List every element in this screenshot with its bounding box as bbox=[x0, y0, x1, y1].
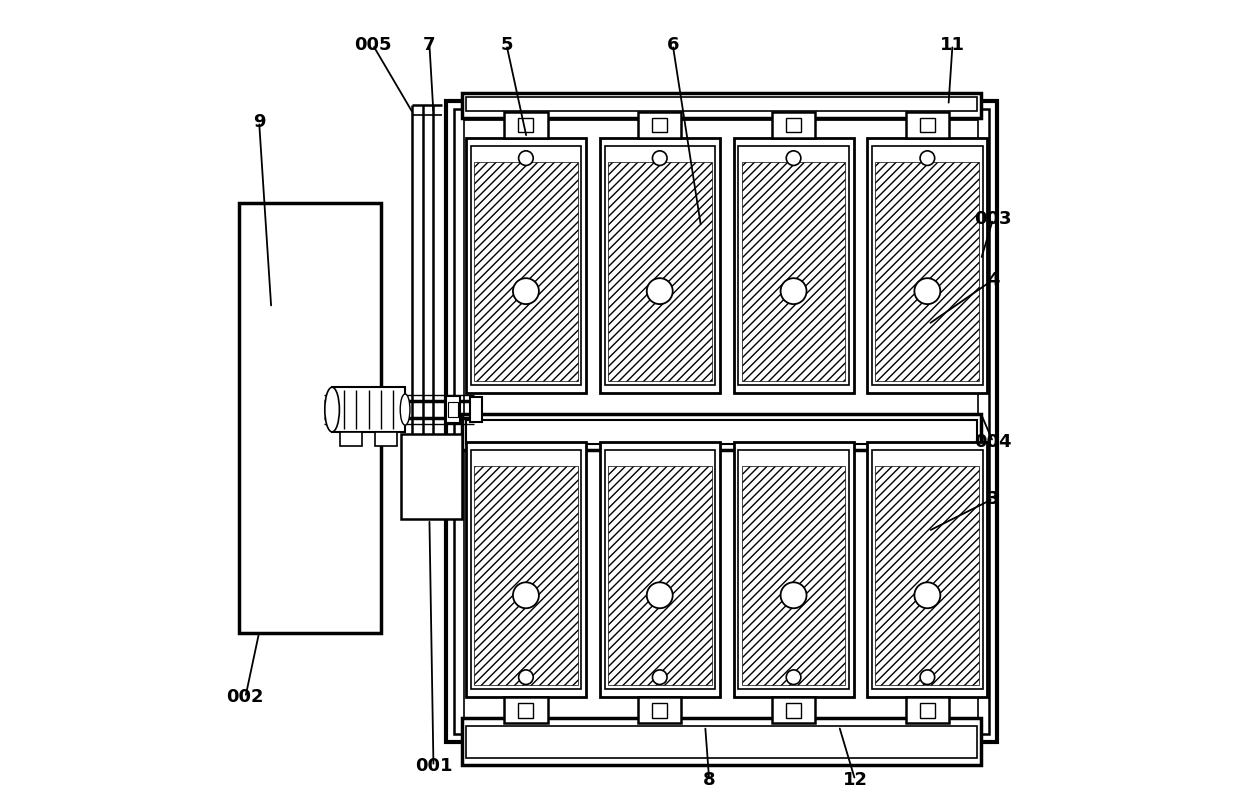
Text: 6: 6 bbox=[666, 36, 680, 54]
Bar bbox=[920, 118, 935, 132]
Bar bbox=[872, 450, 982, 689]
Bar bbox=[867, 138, 987, 393]
Bar bbox=[471, 450, 582, 689]
Bar bbox=[608, 162, 712, 381]
Bar bbox=[738, 146, 848, 385]
Bar bbox=[448, 402, 458, 417]
Bar bbox=[773, 697, 815, 723]
Bar bbox=[474, 162, 578, 381]
Bar bbox=[639, 697, 681, 723]
Circle shape bbox=[513, 278, 539, 304]
Bar bbox=[600, 138, 719, 393]
Bar bbox=[639, 112, 681, 138]
Text: 005: 005 bbox=[353, 36, 392, 54]
Bar bbox=[332, 388, 405, 431]
Text: 4: 4 bbox=[987, 271, 999, 289]
Circle shape bbox=[518, 670, 533, 684]
Circle shape bbox=[920, 151, 935, 165]
Bar bbox=[786, 118, 801, 132]
Bar bbox=[505, 697, 548, 723]
Ellipse shape bbox=[325, 388, 340, 431]
Text: 8: 8 bbox=[703, 771, 715, 789]
Bar bbox=[773, 112, 815, 138]
Circle shape bbox=[652, 151, 667, 165]
Bar bbox=[786, 703, 801, 718]
Bar bbox=[738, 450, 848, 689]
Bar bbox=[466, 138, 587, 393]
Bar bbox=[905, 112, 949, 138]
Bar bbox=[464, 120, 978, 723]
Circle shape bbox=[920, 670, 935, 684]
Bar bbox=[466, 97, 977, 111]
Circle shape bbox=[780, 278, 806, 304]
Bar bbox=[734, 442, 853, 697]
Circle shape bbox=[513, 582, 539, 608]
Bar bbox=[518, 703, 533, 718]
Bar bbox=[505, 112, 548, 138]
Bar bbox=[920, 703, 935, 718]
Bar bbox=[466, 442, 587, 697]
Text: 11: 11 bbox=[940, 36, 965, 54]
Bar bbox=[239, 203, 381, 633]
Bar bbox=[742, 162, 846, 381]
Bar bbox=[905, 697, 949, 723]
Circle shape bbox=[647, 278, 673, 304]
Text: 5: 5 bbox=[500, 36, 512, 54]
Text: 12: 12 bbox=[843, 771, 868, 789]
Bar bbox=[445, 396, 460, 423]
Bar bbox=[470, 397, 482, 422]
Circle shape bbox=[518, 151, 533, 165]
Circle shape bbox=[647, 582, 673, 608]
Bar bbox=[875, 466, 980, 685]
Bar bbox=[474, 466, 578, 685]
Text: 003: 003 bbox=[975, 210, 1012, 228]
Bar bbox=[600, 442, 719, 697]
Bar bbox=[518, 118, 533, 132]
Text: 001: 001 bbox=[414, 757, 453, 775]
Bar bbox=[401, 434, 461, 519]
Bar bbox=[867, 442, 987, 697]
Circle shape bbox=[914, 278, 940, 304]
Bar bbox=[652, 703, 667, 718]
Text: 9: 9 bbox=[253, 113, 265, 131]
Text: 3: 3 bbox=[987, 490, 999, 508]
Text: 002: 002 bbox=[227, 689, 264, 706]
Bar bbox=[340, 431, 362, 446]
Bar bbox=[466, 420, 977, 444]
Bar bbox=[461, 414, 981, 450]
Bar bbox=[374, 431, 397, 446]
Bar bbox=[461, 718, 981, 765]
Circle shape bbox=[780, 582, 806, 608]
Bar bbox=[605, 450, 715, 689]
Bar bbox=[875, 162, 980, 381]
Ellipse shape bbox=[401, 394, 410, 425]
Circle shape bbox=[786, 670, 801, 684]
Circle shape bbox=[914, 582, 940, 608]
Bar bbox=[872, 146, 982, 385]
Bar bbox=[454, 109, 990, 734]
Circle shape bbox=[786, 151, 801, 165]
Bar bbox=[742, 466, 846, 685]
Bar bbox=[652, 118, 667, 132]
Bar bbox=[445, 101, 997, 742]
Bar bbox=[461, 93, 981, 118]
Bar bbox=[466, 726, 977, 758]
Text: 004: 004 bbox=[975, 433, 1012, 451]
Bar bbox=[608, 466, 712, 685]
Bar bbox=[734, 138, 853, 393]
Circle shape bbox=[652, 670, 667, 684]
Bar bbox=[471, 146, 582, 385]
Bar bbox=[605, 146, 715, 385]
Text: 7: 7 bbox=[423, 36, 435, 54]
